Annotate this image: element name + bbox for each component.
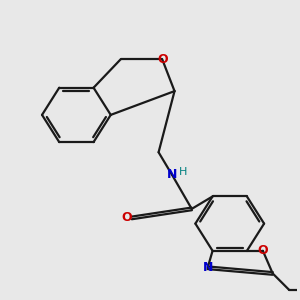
Text: O: O — [122, 212, 133, 224]
Text: N: N — [167, 168, 177, 182]
Text: O: O — [258, 244, 268, 257]
Text: H: H — [179, 167, 188, 177]
Text: O: O — [157, 53, 168, 66]
Text: N: N — [202, 261, 213, 274]
